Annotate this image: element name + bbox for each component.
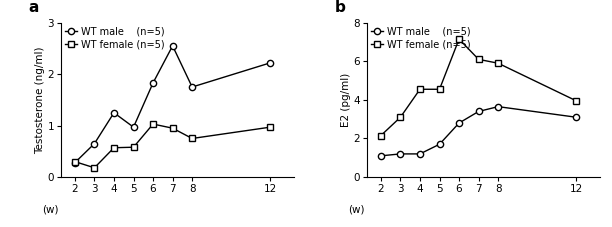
WT male    (n=5) (169, 44, 176, 47)
WT male    (n=5) (573, 116, 580, 118)
WT male    (n=5) (130, 126, 137, 128)
WT male    (n=5) (110, 111, 118, 114)
WT male    (n=5) (436, 143, 443, 146)
Y-axis label: Testosterone (ng/ml): Testosterone (ng/ml) (35, 46, 45, 154)
WT male    (n=5) (455, 122, 463, 124)
Line: WT male    (n=5): WT male (n=5) (378, 104, 580, 159)
Legend: WT male    (n=5), WT female (n=5): WT male (n=5), WT female (n=5) (370, 26, 471, 50)
WT female (n=5) (455, 38, 463, 40)
WT male    (n=5) (397, 153, 404, 155)
WT male    (n=5) (91, 142, 98, 145)
WT male    (n=5) (149, 81, 157, 84)
WT female (n=5) (267, 126, 274, 128)
WT female (n=5) (475, 58, 482, 61)
WT female (n=5) (436, 88, 443, 91)
WT male    (n=5) (416, 153, 424, 155)
WT male    (n=5) (71, 161, 78, 164)
WT female (n=5) (377, 134, 384, 137)
Text: (w): (w) (43, 205, 59, 215)
Line: WT male    (n=5): WT male (n=5) (72, 43, 274, 166)
Line: WT female (n=5): WT female (n=5) (72, 121, 274, 171)
WT female (n=5) (71, 160, 78, 163)
WT male    (n=5) (377, 154, 384, 157)
WT female (n=5) (188, 137, 196, 140)
WT female (n=5) (169, 127, 176, 130)
WT female (n=5) (573, 99, 580, 102)
Text: a: a (29, 0, 39, 15)
WT male    (n=5) (267, 62, 274, 64)
WT female (n=5) (494, 62, 502, 64)
WT female (n=5) (149, 123, 157, 126)
WT female (n=5) (130, 146, 137, 149)
WT female (n=5) (416, 88, 424, 91)
WT male    (n=5) (475, 110, 482, 113)
Text: b: b (335, 0, 346, 15)
WT female (n=5) (91, 166, 98, 169)
WT male    (n=5) (188, 86, 196, 88)
Line: WT female (n=5): WT female (n=5) (378, 36, 580, 139)
WT female (n=5) (110, 146, 118, 149)
Text: (w): (w) (349, 205, 365, 215)
Y-axis label: E2 (pg/ml): E2 (pg/ml) (341, 73, 351, 127)
WT female (n=5) (397, 116, 404, 118)
Legend: WT male    (n=5), WT female (n=5): WT male (n=5), WT female (n=5) (64, 26, 165, 50)
WT male    (n=5) (494, 105, 502, 108)
